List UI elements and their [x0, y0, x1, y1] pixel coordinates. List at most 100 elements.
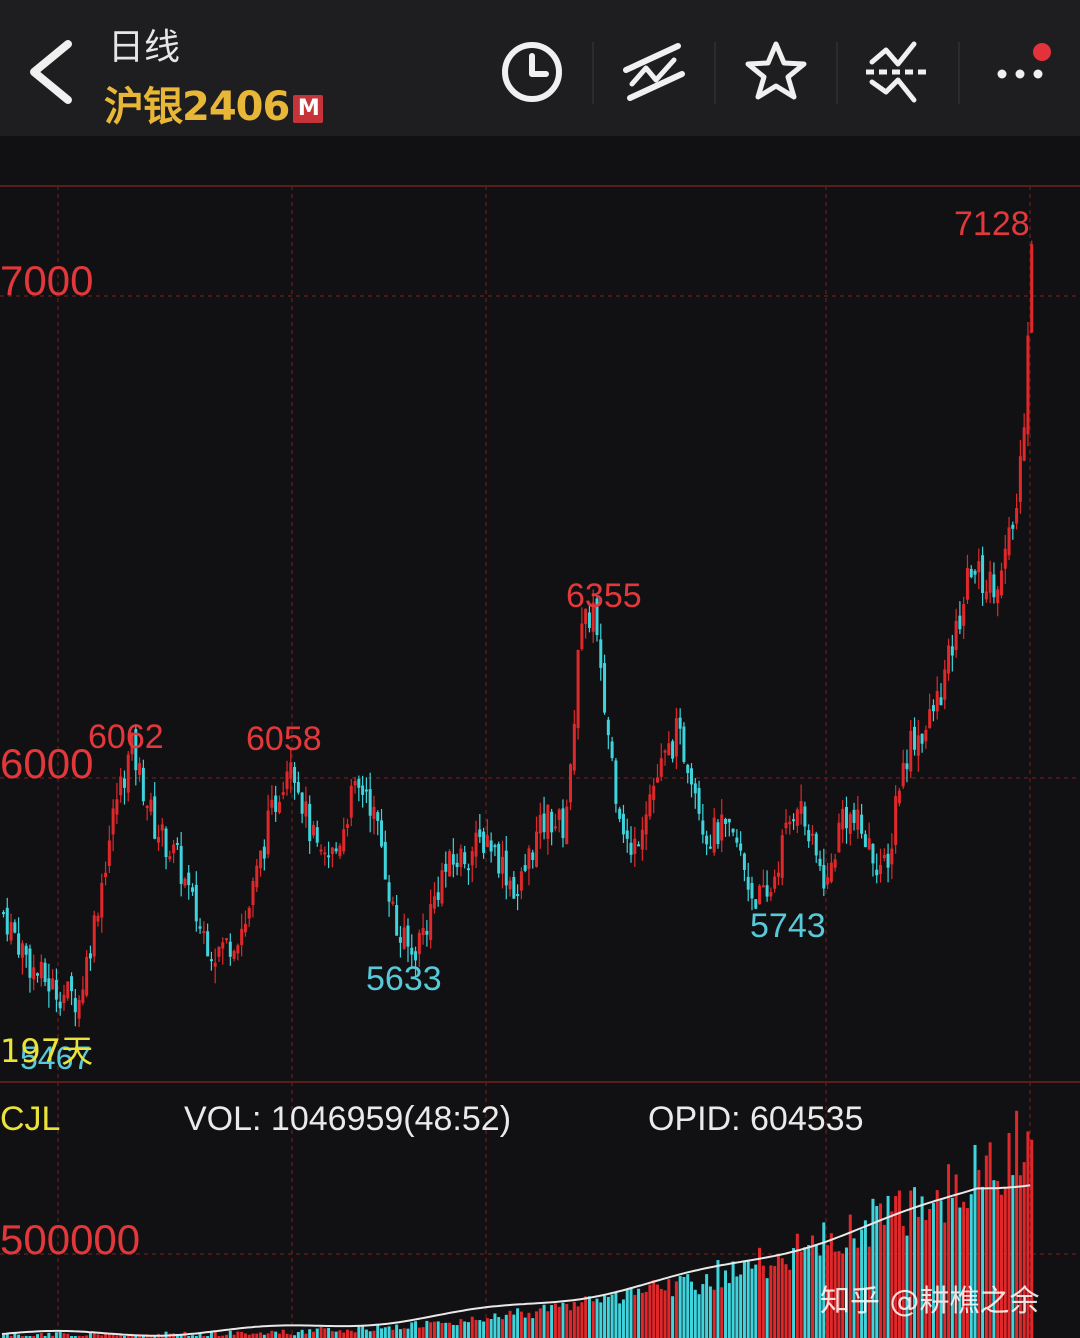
candle-down [361, 785, 365, 795]
volume-bar [361, 1325, 365, 1338]
candle-down [493, 845, 497, 848]
volume-bar [916, 1216, 920, 1338]
volume-bar [739, 1274, 743, 1338]
candle-down [920, 733, 924, 744]
clock-icon[interactable] [498, 38, 566, 106]
candle-down [803, 806, 807, 827]
candle-down [175, 842, 179, 845]
volume-bar [557, 1306, 561, 1338]
volume-bar [973, 1144, 977, 1338]
candle-up [633, 838, 637, 855]
volume-bar [266, 1333, 270, 1338]
trend-lines-icon[interactable] [620, 38, 688, 106]
volume-bar [697, 1294, 701, 1338]
volume-bar [894, 1196, 898, 1338]
candle-down [860, 814, 864, 834]
volume-bar [565, 1303, 569, 1338]
candle-down [141, 767, 145, 802]
more-icon[interactable] [986, 38, 1054, 106]
volume-bar [931, 1202, 935, 1338]
candle-down [383, 841, 387, 880]
candle-up [213, 962, 217, 967]
candle-up [882, 854, 886, 859]
volume-bar [909, 1190, 913, 1338]
candle-down [489, 840, 493, 852]
volume-bar [901, 1225, 905, 1338]
candle-up [138, 763, 142, 775]
candle-up [217, 946, 221, 957]
candle-up [232, 950, 236, 959]
candle-down [274, 795, 278, 812]
candle-up [255, 865, 259, 888]
candle-up [100, 882, 104, 918]
volume-bar [221, 1335, 225, 1338]
volume-bar [70, 1336, 74, 1338]
volume-bar [429, 1322, 433, 1338]
candle-up [591, 602, 595, 632]
candle-up [96, 915, 100, 922]
instrument-title[interactable]: 沪银2406 M [104, 74, 324, 132]
candle-down [380, 820, 384, 847]
volume-bar [228, 1330, 232, 1338]
volume-bar [606, 1296, 610, 1338]
volume-bar [810, 1235, 814, 1338]
volume-bar [13, 1332, 17, 1338]
candle-up [440, 870, 444, 904]
candle-up [92, 915, 96, 957]
toolbar-divider [714, 42, 716, 104]
candle-down [327, 855, 331, 858]
candle-down [595, 598, 599, 636]
candle-up [954, 620, 958, 651]
candle-up [909, 730, 913, 772]
volume-bar [217, 1336, 221, 1338]
candle-up [39, 961, 43, 979]
volume-bar [383, 1327, 387, 1338]
indicator-name[interactable]: CJL [0, 1100, 61, 1138]
volume-bar [591, 1301, 595, 1338]
volume-bar [391, 1329, 395, 1338]
volume-bar [107, 1333, 111, 1338]
candle-up [119, 776, 123, 796]
volume-bar [259, 1332, 263, 1338]
volume-bar [285, 1333, 289, 1338]
volume-bar [746, 1261, 750, 1338]
volume-bar [807, 1245, 811, 1338]
volume-bar [357, 1325, 361, 1338]
candle-up [553, 826, 557, 829]
volume-bar [814, 1244, 818, 1338]
volume-bar [463, 1321, 467, 1338]
volume-bar [243, 1333, 247, 1338]
volume-bar [856, 1247, 860, 1338]
volume-bar [493, 1313, 497, 1338]
volume-bar [425, 1320, 429, 1338]
high-label-6062: 6062 [88, 718, 164, 756]
candle-down [682, 726, 686, 762]
candle-down [625, 830, 629, 839]
candle-down [334, 848, 338, 852]
candle-down [958, 615, 962, 630]
volume-bar [73, 1336, 77, 1338]
candle-up [32, 967, 36, 980]
volume-bar [708, 1286, 712, 1338]
signal-icon[interactable] [864, 38, 932, 106]
volume-bar [576, 1306, 580, 1338]
volume-bar [364, 1329, 368, 1338]
volume-bar [939, 1200, 943, 1338]
candle-down [523, 865, 527, 871]
volume-bar [455, 1325, 459, 1338]
candle-down [678, 717, 682, 729]
candle-up [448, 851, 452, 877]
period-label[interactable]: 日线 [108, 27, 181, 68]
candle-down [466, 868, 470, 871]
volume-bar [750, 1268, 754, 1338]
candle-down [746, 876, 750, 890]
candle-down [2, 912, 5, 915]
kline-chart[interactable]: 7000 6000 7128 6355 6062 6058 5633 5743 … [0, 136, 1080, 1338]
star-icon[interactable] [742, 38, 810, 106]
volume-bar [451, 1324, 455, 1338]
candle-down [818, 858, 822, 867]
candle-down [610, 741, 614, 759]
candle-up [432, 896, 436, 909]
chevron-left-icon[interactable] [22, 36, 86, 108]
candle-up [795, 809, 799, 826]
